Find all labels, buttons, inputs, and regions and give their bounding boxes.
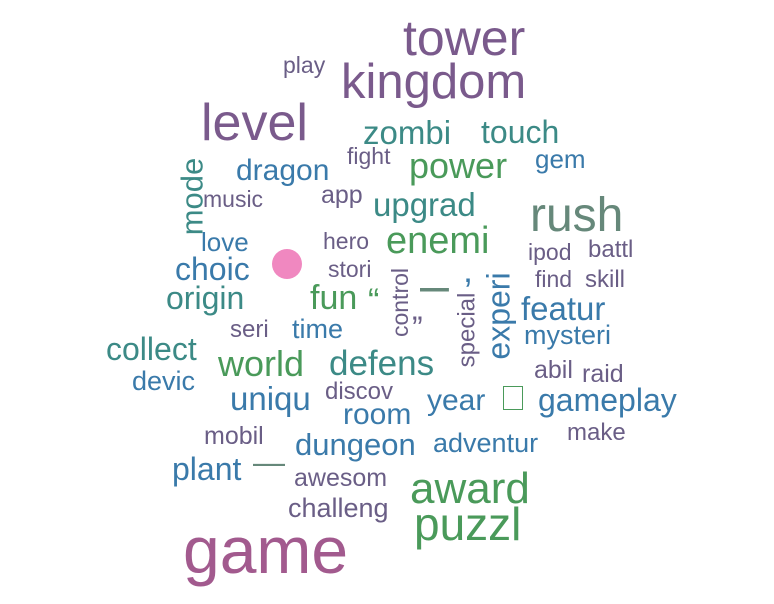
word-mobil: mobil xyxy=(204,422,264,450)
word-dash-long: — xyxy=(253,444,285,480)
word-skill: skill xyxy=(585,266,625,293)
word-touch: touch xyxy=(481,114,560,150)
word-make: make xyxy=(567,419,626,446)
word-time: time xyxy=(292,314,344,344)
word-upgrad: upgrad xyxy=(373,186,476,223)
word-ipod: ipod xyxy=(528,239,572,265)
empty-box-icon xyxy=(503,386,523,410)
word-hero: hero xyxy=(323,228,370,254)
word-fun: fun xyxy=(310,279,358,317)
word-enemi: enemi xyxy=(386,220,490,262)
word-year: year xyxy=(427,384,486,417)
word-origin: origin xyxy=(166,280,245,316)
word-control: control xyxy=(387,267,414,338)
word-collect: collect xyxy=(106,331,197,367)
word-defens: defens xyxy=(329,344,435,383)
word-discov: discov xyxy=(325,378,394,405)
word-plant: plant xyxy=(172,451,242,487)
word-mysteri: mysteri xyxy=(524,320,611,350)
word-comma: ‚ xyxy=(464,249,472,290)
word-awesom: awesom xyxy=(294,464,388,492)
word-kingdom: kingdom xyxy=(341,55,527,109)
word-find: find xyxy=(535,266,573,292)
word-quote-close: ” xyxy=(412,310,423,346)
word-dungeon: dungeon xyxy=(295,427,416,462)
word-dragon: dragon xyxy=(236,154,330,187)
pink-dot-icon xyxy=(272,249,302,279)
word-tower: tower xyxy=(403,10,526,66)
word-special: special xyxy=(453,292,481,368)
word-play: play xyxy=(283,52,326,78)
word-room: room xyxy=(343,398,412,431)
word-raid: raid xyxy=(582,360,624,388)
word-gem: gem xyxy=(535,144,586,174)
word-world: world xyxy=(218,343,305,384)
word-battl: battl xyxy=(588,236,634,263)
word-featur: featur xyxy=(521,290,606,327)
word-power: power xyxy=(409,145,508,186)
word-abil: abil xyxy=(534,356,573,384)
word-puzzl: puzzl xyxy=(414,498,522,550)
word-fight: fight xyxy=(347,143,391,169)
word-game: game xyxy=(183,513,349,587)
word-experi: experi xyxy=(480,272,517,360)
word-gameplay: gameplay xyxy=(538,382,677,418)
word-music: music xyxy=(203,186,264,212)
word-stori: stori xyxy=(328,256,372,282)
word-quote-open: “ xyxy=(368,282,380,320)
word-dash-mid: – xyxy=(420,257,449,315)
word-uniqu: uniqu xyxy=(230,380,311,417)
word-zombi: zombi xyxy=(363,114,452,151)
word-app: app xyxy=(321,181,363,209)
word-choic: choic xyxy=(175,251,250,287)
word-adventur: adventur xyxy=(433,428,539,458)
word-level: level xyxy=(201,94,308,152)
word-love: love xyxy=(201,227,249,257)
word-seri: seri xyxy=(230,316,269,343)
word-rush: rush xyxy=(530,189,624,242)
word-challeng: challeng xyxy=(288,493,389,523)
word-award: award xyxy=(410,464,530,513)
word-devic: devic xyxy=(132,366,196,396)
